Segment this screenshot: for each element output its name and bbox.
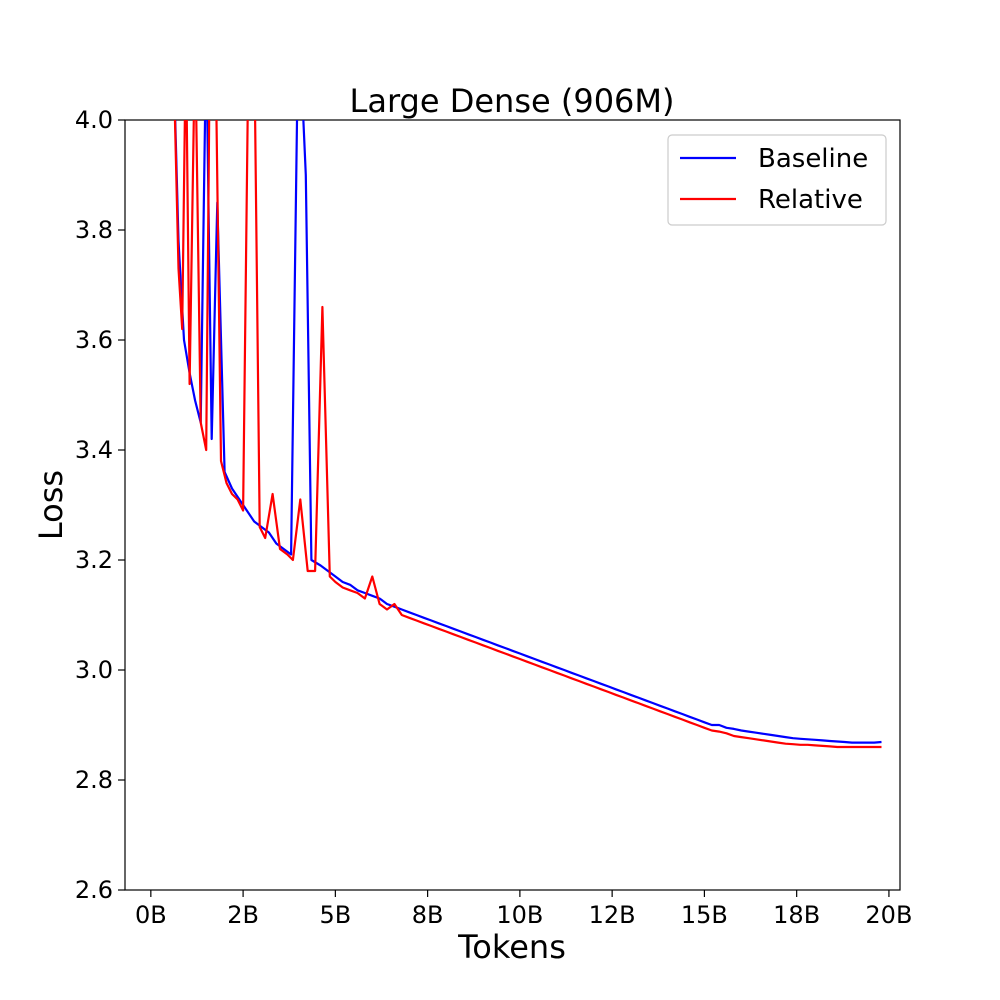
x-axis-ticks: 0B 2B 5B 8B 10B 12B 15B 18B 20B: [135, 890, 912, 929]
series-layer: [173, 120, 882, 749]
x-tick-label: 18B: [773, 901, 820, 929]
y-tick-label: 3.2: [75, 546, 113, 574]
legend-label-baseline: Baseline: [758, 144, 868, 174]
y-tick-label: 2.6: [75, 876, 113, 904]
y-tick-label: 3.6: [75, 326, 113, 354]
chart-title: Large Dense (906M): [350, 82, 675, 120]
y-tick-label: 2.8: [75, 766, 113, 794]
x-tick-label: 12B: [589, 901, 636, 929]
x-tick-label: 0B: [135, 901, 167, 929]
x-tick-label: 15B: [681, 901, 728, 929]
y-axis-label: Loss: [32, 470, 70, 540]
y-tick-label: 3.4: [75, 436, 113, 464]
x-tick-label: 20B: [865, 901, 912, 929]
series-line-relative: [173, 120, 882, 749]
legend-label-relative: Relative: [758, 185, 863, 215]
y-axis-ticks: 2.6 2.8 3.0 3.2 3.4 3.6 3.8 4.0: [75, 106, 125, 904]
y-tick-label: 4.0: [75, 106, 113, 134]
y-tick-label: 3.8: [75, 216, 113, 244]
x-tick-label: 8B: [412, 901, 444, 929]
legend: Baseline Relative: [667, 134, 887, 226]
x-tick-label: 2B: [227, 901, 259, 929]
x-axis-label: Tokens: [457, 928, 566, 966]
plot-area-frame: [124, 119, 901, 891]
x-tick-label: 5B: [319, 901, 351, 929]
x-tick-label: 10B: [496, 901, 543, 929]
y-tick-label: 3.0: [75, 656, 113, 684]
